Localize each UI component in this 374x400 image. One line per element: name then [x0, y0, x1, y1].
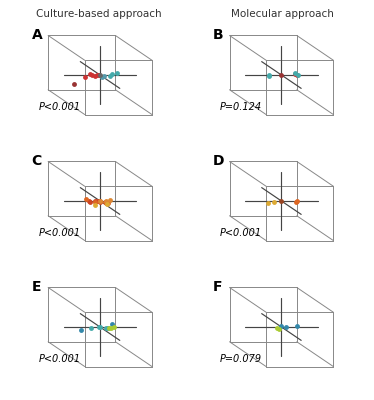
Text: C: C	[32, 154, 42, 168]
Text: P<0.001: P<0.001	[39, 102, 81, 112]
Text: D: D	[213, 154, 224, 168]
Text: E: E	[32, 280, 41, 294]
Text: F: F	[213, 280, 223, 294]
Text: P<0.001: P<0.001	[220, 228, 262, 238]
Text: Culture-based approach: Culture-based approach	[36, 9, 162, 19]
Text: P=0.079: P=0.079	[220, 354, 262, 364]
Text: A: A	[32, 28, 42, 42]
Text: Molecular approach: Molecular approach	[231, 9, 334, 19]
Text: B: B	[213, 28, 224, 42]
Text: P<0.001: P<0.001	[39, 228, 81, 238]
Text: P<0.001: P<0.001	[39, 354, 81, 364]
Text: P=0.124: P=0.124	[220, 102, 262, 112]
